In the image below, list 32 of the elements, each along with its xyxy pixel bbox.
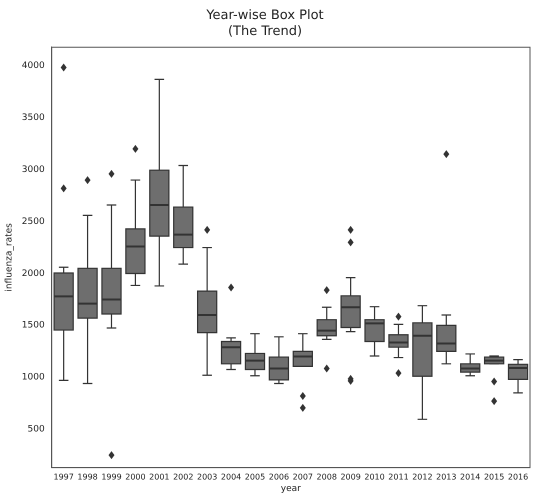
- y-tick-label: 2500: [22, 216, 45, 227]
- y-tick-label: 1000: [22, 372, 45, 383]
- x-tick-label: 2002: [173, 472, 194, 482]
- chart-subtitle: (The Trend): [228, 24, 302, 39]
- x-tick-label: 2013: [436, 472, 456, 482]
- x-axis-title: year: [280, 484, 302, 494]
- x-tick-label: 2008: [316, 472, 337, 482]
- x-tick-label: 2003: [196, 472, 218, 482]
- x-tick-label: 2012: [412, 472, 433, 482]
- x-tick-label: 2016: [508, 472, 528, 482]
- y-tick-label: 3000: [22, 165, 45, 176]
- x-tick-label: 2015: [484, 472, 504, 482]
- x-tick-label: 2014: [460, 472, 480, 482]
- y-tick-label: 1500: [22, 320, 45, 331]
- x-tick-label: 1999: [101, 472, 122, 482]
- x-tick-label: 2010: [364, 472, 385, 482]
- x-tick-label: 2005: [244, 472, 266, 482]
- chart-title: Year-wise Box Plot: [205, 8, 324, 24]
- y-axis-title: influenza_rates: [4, 222, 15, 292]
- x-tick-label: 2001: [149, 472, 170, 482]
- x-tick-label: 2011: [388, 472, 409, 482]
- x-tick-label: 2006: [268, 472, 290, 482]
- y-tick-label: 2000: [22, 268, 45, 279]
- y-tick-label: 3500: [22, 113, 45, 124]
- x-tick-label: 2007: [292, 472, 313, 482]
- y-tick-label: 4000: [22, 61, 45, 72]
- x-tick-label: 2009: [340, 472, 361, 482]
- x-tick-label: 2000: [125, 472, 146, 482]
- x-tick-label: 2004: [220, 472, 242, 482]
- y-tick-label: 500: [28, 424, 45, 435]
- x-tick-label: 1997: [53, 472, 74, 482]
- x-tick-label: 1998: [77, 472, 98, 482]
